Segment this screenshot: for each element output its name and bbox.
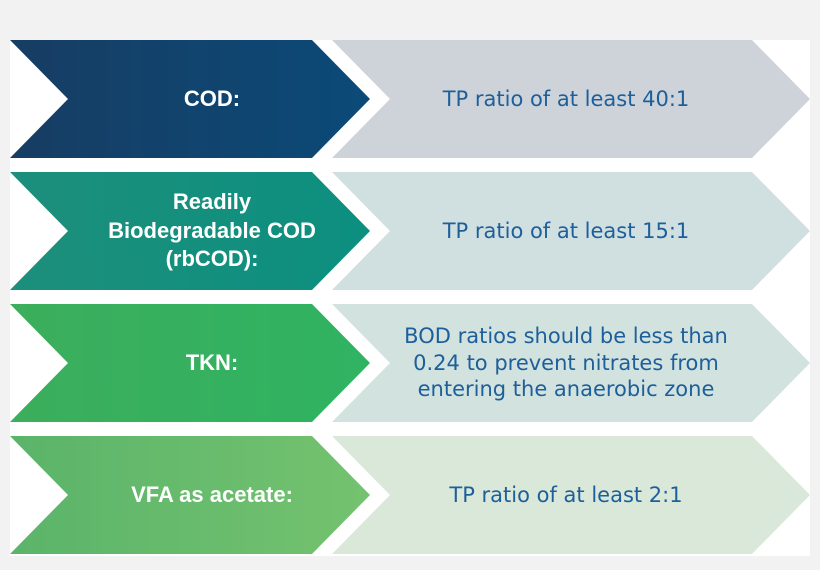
- row-value: TP ratio of at least 40:1: [442, 86, 690, 111]
- diagram-row-rbcod: Readily Biodegradable COD (rbCOD): TP ra…: [10, 172, 810, 290]
- value-chevron: TP ratio of at least 2:1: [332, 436, 810, 554]
- diagram-row-cod: COD: TP ratio of at least 40:1: [10, 40, 810, 158]
- row-value: TP ratio of at least 2:1: [449, 482, 683, 507]
- chevron-process-diagram: COD: TP ratio of at least 40:1 Readily B…: [10, 40, 810, 556]
- row-label: VFA as acetate:: [131, 481, 293, 507]
- row-label: COD:: [183, 85, 241, 111]
- row-label: Readily Biodegradable COD (rbCOD):: [108, 189, 316, 272]
- label-chevron: Readily Biodegradable COD (rbCOD):: [10, 172, 370, 290]
- label-chevron: TKN:: [10, 304, 370, 422]
- value-chevron: TP ratio of at least 15:1: [332, 172, 810, 290]
- diagram-row-tkn: TKN: BOD ratios should be less than 0.24…: [10, 304, 810, 422]
- label-chevron: VFA as acetate:: [10, 436, 370, 554]
- row-value: TP ratio of at least 15:1: [442, 218, 690, 243]
- row-value: BOD ratios should be less than 0.24 to p…: [404, 323, 728, 402]
- diagram-row-vfa: VFA as acetate: TP ratio of at least 2:1: [10, 436, 810, 554]
- row-label: TKN:: [185, 349, 239, 375]
- value-chevron: BOD ratios should be less than 0.24 to p…: [332, 304, 810, 422]
- label-chevron: COD:: [10, 40, 370, 158]
- value-chevron: TP ratio of at least 40:1: [332, 40, 810, 158]
